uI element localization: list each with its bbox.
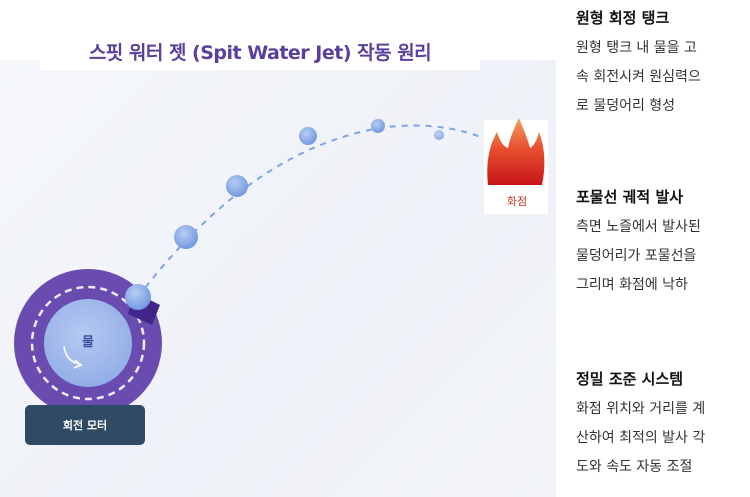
section-line: 산하여 최적의 발사 각 [576,430,706,446]
section-title: 정밀 조준 시스템 [576,370,684,388]
section-line: 속 회전시켜 원심력으 [576,69,701,85]
water-droplet [371,119,385,133]
water-droplet [174,225,198,249]
water-core [44,299,132,387]
section-line: 원형 탱크 내 물을 고 [576,40,697,56]
trajectory-path [137,124,506,298]
section-line: 물덩어리가 포물선을 [576,248,697,264]
target-label: 화점 [507,195,527,208]
flame-icon [487,118,545,185]
section-title: 포물선 궤적 발사 [576,188,684,206]
tank-label: 물 [82,335,94,350]
rotation-arrow-head-icon [73,359,83,369]
section-rotating-tank: 원형 회정 탱크 원형 탱크 내 물을 고 속 회전시켜 원심력으 로 물덩어리… [576,8,750,121]
water-droplet [299,127,317,145]
motor-label: 회전 모터 [63,418,107,432]
section-precision-aiming: 정밀 조준 시스템 화점 위치와 거리를 계 산하여 최적의 발사 각 도와 속… [576,369,750,482]
launch-droplet [125,284,151,310]
tank-dashed-ring [30,285,146,401]
rotation-arrow-icon [63,345,81,365]
section-parabolic-launch: 포물선 궤적 발사 측면 노즐에서 발사된 물덩어리가 포물선을 그리며 화점에… [576,187,750,300]
diagram-title: 스핏 워터 젯 (Spit Water Jet) 작동 원리 [40,36,480,70]
water-droplet [226,175,248,197]
section-line: 화점 위치와 거리를 계 [576,401,706,417]
section-line: 로 물덩어리 형성 [576,98,676,114]
section-title: 원형 회정 탱크 [576,9,670,27]
section-line: 도와 속도 자동 조절 [576,459,693,475]
water-droplet [434,130,444,140]
section-line: 측면 노즐에서 발사된 [576,219,701,235]
section-line: 그리며 화점에 낙하 [576,277,688,293]
motor-base [25,405,145,445]
